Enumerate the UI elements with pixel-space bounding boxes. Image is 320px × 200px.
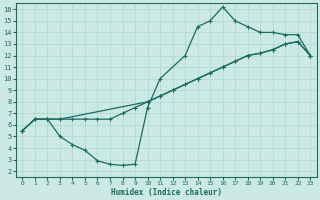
X-axis label: Humidex (Indice chaleur): Humidex (Indice chaleur) <box>111 188 222 197</box>
